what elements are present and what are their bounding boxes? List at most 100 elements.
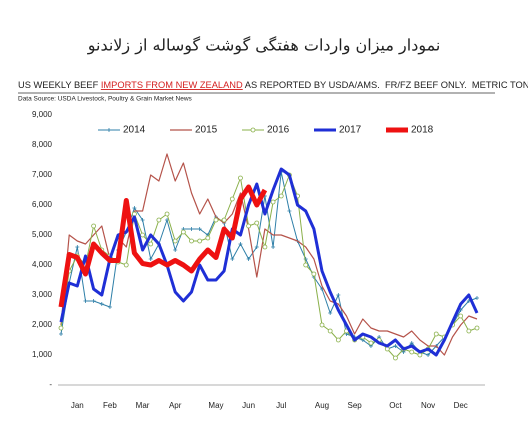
y-tick-label: 1,000 (32, 350, 53, 359)
y-tick-label: 6,000 (32, 200, 53, 209)
subtitle-part: US WEEKLY BEEF (18, 80, 101, 90)
marker (303, 257, 308, 261)
marker (59, 332, 63, 336)
marker (409, 341, 414, 345)
x-tick-label: Jul (276, 401, 286, 410)
marker (132, 211, 137, 217)
marker (229, 196, 235, 202)
marker (271, 245, 276, 249)
marker (335, 337, 341, 343)
marker (474, 325, 480, 331)
marker (91, 223, 97, 229)
chart-title: نمودار میزان واردات هفتگی گوشت گوساله از… (87, 36, 441, 55)
y-tick-label: - (49, 380, 52, 389)
marker (246, 223, 252, 229)
legend-marker (107, 128, 111, 132)
marker (368, 340, 374, 346)
chart-subtitle: US WEEKLY BEEF IMPORTS FROM NEW ZEALAND … (18, 80, 528, 90)
marker (466, 328, 472, 334)
marker (213, 217, 219, 223)
y-tick-label: 4,000 (32, 260, 53, 269)
marker (221, 217, 227, 223)
marker (393, 355, 398, 361)
marker (417, 352, 423, 358)
marker (172, 238, 178, 244)
marker (246, 257, 251, 261)
y-tick-label: 5,000 (32, 230, 53, 239)
x-tick-label: Apr (169, 401, 182, 410)
marker (83, 299, 88, 303)
line-2015 (60, 153, 478, 356)
marker (99, 302, 104, 306)
x-tick-label: Sep (348, 401, 363, 410)
marker (189, 238, 194, 244)
marker (91, 299, 96, 303)
marker (58, 325, 64, 331)
marker (270, 199, 276, 205)
marker (205, 235, 211, 241)
marker (148, 257, 153, 261)
legend-marker (250, 127, 256, 133)
marker (262, 244, 268, 250)
x-tick-label: Aug (315, 401, 329, 410)
marker (107, 305, 112, 309)
marker (254, 220, 260, 226)
marker (123, 262, 129, 268)
line-2017 (59, 167, 479, 357)
marker (336, 293, 341, 297)
legend-label: 2018 (411, 125, 434, 136)
x-tick-label: Nov (421, 401, 435, 410)
x-tick-label: Jan (71, 401, 84, 410)
legend-label: 2016 (267, 125, 290, 136)
marker (197, 238, 203, 244)
x-tick-label: Dec (454, 401, 468, 410)
line-2018 (58, 184, 268, 308)
marker (173, 248, 178, 252)
legend-label: 2017 (339, 125, 362, 136)
marker (328, 311, 333, 315)
y-tick-label: 7,000 (32, 170, 53, 179)
x-tick-label: Jun (242, 401, 255, 410)
y-tick-label: 8,000 (32, 140, 53, 149)
marker (278, 193, 284, 199)
marker (458, 313, 464, 319)
subtitle-highlight: IMPORTS FROM NEW ZEALAND (101, 80, 243, 90)
marker (148, 241, 154, 247)
marker (327, 328, 333, 334)
x-tick-label: May (208, 401, 223, 410)
marker (303, 262, 309, 268)
data-source: Data Source: USDA Livestock, Poultry & G… (18, 96, 193, 103)
legend-label: 2015 (195, 125, 218, 136)
marker (384, 346, 390, 352)
marker (287, 209, 292, 213)
marker (197, 227, 202, 231)
marker (238, 175, 243, 181)
marker (140, 218, 145, 222)
y-tick-label: 9,000 (32, 110, 53, 119)
marker (238, 242, 243, 246)
marker (230, 257, 235, 261)
marker (319, 322, 325, 328)
marker (254, 245, 259, 249)
marker (180, 229, 186, 235)
marker (75, 245, 80, 249)
marker (140, 232, 145, 238)
marker (132, 206, 137, 210)
x-tick-label: Oct (389, 401, 402, 410)
marker (164, 211, 170, 217)
legend-label: 2014 (123, 125, 146, 136)
marker (475, 296, 479, 300)
marker (189, 227, 194, 231)
x-tick-label: Feb (103, 401, 117, 410)
subtitle-part: AS REPORTED BY USDA/AMS. FR/FZ BEEF ONLY… (243, 80, 528, 90)
marker (433, 331, 439, 337)
marker (426, 353, 431, 357)
y-tick-label: 2,000 (32, 320, 53, 329)
marker (311, 271, 317, 277)
marker (156, 217, 162, 223)
y-tick-label: 3,000 (32, 290, 53, 299)
marker (393, 344, 398, 348)
marker (409, 349, 415, 355)
x-tick-label: Mar (136, 401, 150, 410)
